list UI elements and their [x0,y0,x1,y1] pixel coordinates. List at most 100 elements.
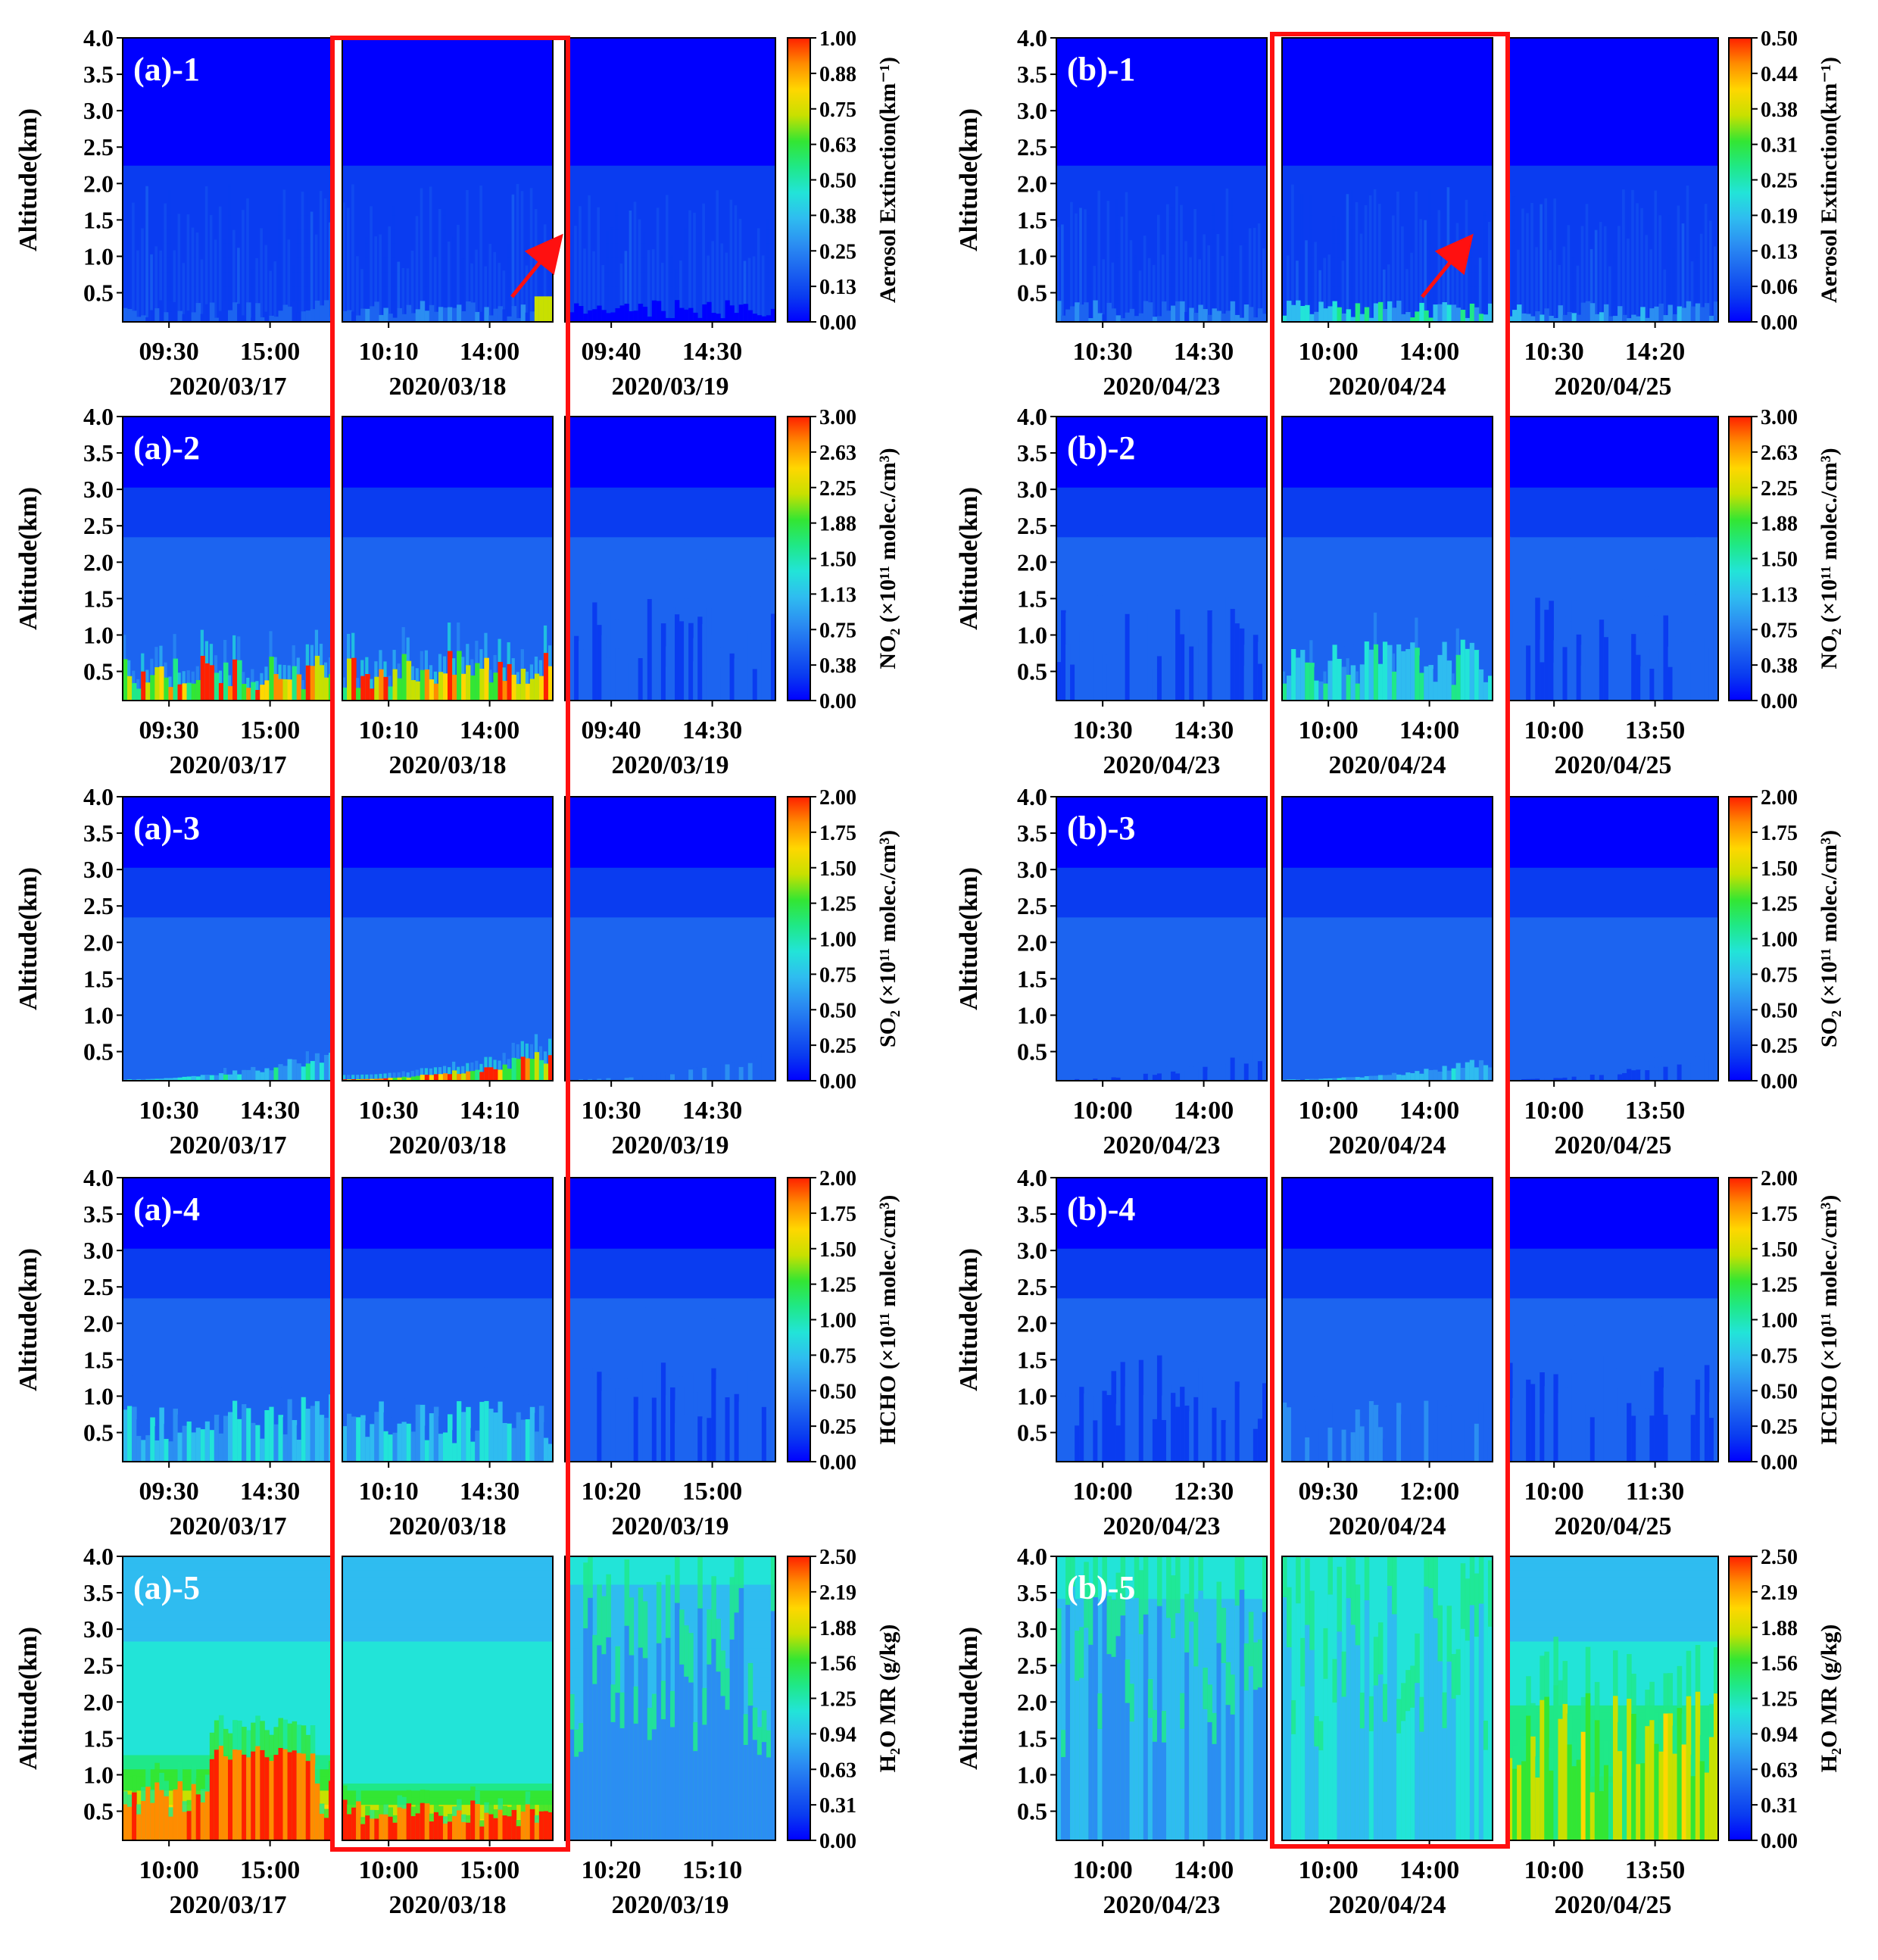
colorbar-tick-label: 1.88 [819,1617,856,1640]
profile-core [1075,1078,1080,1081]
profile-core [1433,682,1438,701]
profile-core [466,665,471,701]
profile-core [237,1074,242,1081]
altitude-band [565,1269,775,1278]
altitude-band [123,495,333,503]
profile-core [1654,1371,1659,1462]
profile-core [141,1440,146,1462]
profile-core [1300,1686,1306,1840]
profile-core [442,1432,448,1462]
profile-halo [642,1068,646,1081]
altitude-band [123,608,333,616]
profile-core [1446,304,1452,322]
profile-streak [569,235,572,322]
profile-core [177,1781,183,1840]
profile-core [1567,1359,1573,1462]
profile-core [296,312,302,322]
profile-streak [457,224,460,322]
profile-streak [173,250,176,322]
profile-core [1327,1427,1333,1462]
profile-streak [1314,242,1317,322]
altitude-band [1508,1305,1718,1314]
profile-core [195,1428,201,1462]
profile-core [287,306,293,322]
altitude-band [1508,854,1718,862]
profile-core [420,1075,426,1081]
altitude-band [1508,1184,1718,1193]
altitude-band [123,1031,333,1039]
profile-halo [415,1069,419,1081]
profile-core [1198,1070,1203,1081]
profile-core [1120,318,1126,322]
profile-core [601,635,607,701]
profile-streak [1530,203,1533,322]
profile-streak [150,254,153,322]
profile-core [579,1078,584,1081]
profile-core [461,1821,466,1840]
profile-core [729,653,735,701]
profile-core [738,648,744,701]
profile-core [273,1067,279,1081]
profile-core [1636,316,1641,322]
profile-core [1291,1404,1296,1462]
x-tick-label: 15:00 [240,338,300,366]
profile-core [383,307,388,322]
altitude-band [565,1305,775,1314]
altitude-band [123,1648,333,1657]
altitude-band [123,466,333,474]
x-tick-label: 10:00 [1072,1856,1132,1884]
profile-streak [1341,261,1345,322]
profile-halo [1599,1068,1603,1081]
profile-core [1415,1071,1420,1081]
altitude-band [565,544,775,553]
profile-core [752,1355,758,1462]
profile-core [1508,1758,1513,1840]
profile-core [1243,1402,1249,1462]
profile-core [1088,1382,1093,1462]
profile-core [1401,1721,1406,1840]
profile-core [319,305,325,322]
altitude-band [123,459,333,467]
profile-core [1585,648,1591,701]
profile-streak [141,228,144,322]
profile-streak [1373,189,1377,322]
profile-streak [1645,235,1648,322]
profile-core [588,310,593,322]
profile-core [433,1406,439,1462]
profile-core [433,683,439,701]
profile-streak [675,269,678,322]
profile-core [656,1361,662,1462]
profile-core [392,669,398,701]
altitude-band [342,551,553,560]
altitude-band [565,1178,775,1186]
profile-core [1111,1656,1117,1840]
altitude-band [1508,229,1718,238]
profile-core [1243,304,1249,322]
profile-streak [1594,229,1598,322]
altitude-band [1508,1627,1718,1636]
profile-core [278,1747,284,1840]
profile-core [457,1073,462,1081]
altitude-band [1282,932,1493,940]
profile-core [1465,317,1471,322]
altitude-band [123,1220,333,1228]
profile-core [1442,1406,1448,1462]
profile-core [292,666,298,701]
profile-core [127,309,133,322]
profile-core [383,1078,388,1081]
profile-core [145,317,151,322]
profile-core [1093,657,1098,701]
altitude-band [565,960,775,968]
profile-core [269,1761,274,1840]
colorbar-tick-label: 1.25 [1761,893,1798,916]
profile-core [1474,650,1480,701]
profile-halo [448,1067,451,1081]
y-tick-label: 3.5 [83,1579,114,1606]
altitude-band [1508,215,1718,223]
profile-core [516,1826,522,1840]
profile-core [588,1368,593,1462]
profile-core [1562,1077,1568,1081]
profile-core [1225,311,1231,322]
profile-core [1677,1422,1683,1462]
profile-core [529,1406,535,1462]
